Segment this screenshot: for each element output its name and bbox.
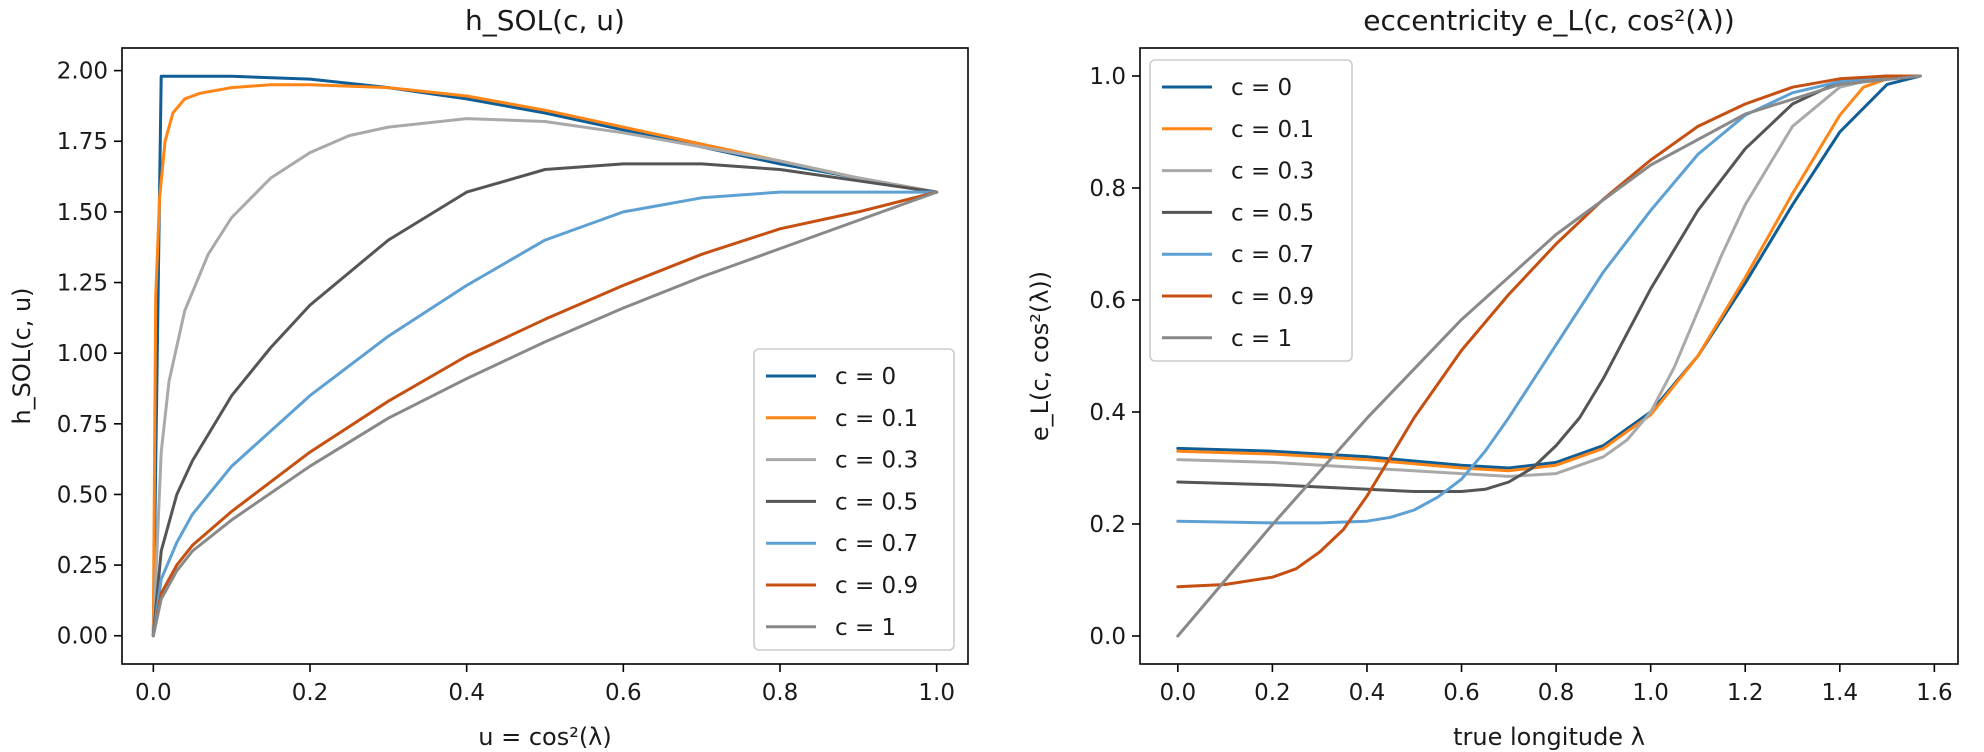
chart-title: h_SOL(c, u): [465, 4, 625, 37]
legend-label: c = 0.7: [835, 531, 918, 557]
y-axis-label: h_SOL(c, u): [8, 287, 36, 424]
chart-title: eccentricity e_L(c, cos²(λ)): [1363, 4, 1735, 37]
legend-label: c = 1: [1231, 326, 1292, 352]
x-tick-label: 0.2: [1254, 680, 1291, 706]
series-line-c-0-3: [151, 117, 939, 638]
plot-area-frame: [121, 47, 969, 665]
series-line-c-0-3: [1176, 74, 1922, 478]
series-line-c-0-7: [151, 190, 939, 638]
y-tick-label: 0.00: [57, 624, 108, 650]
legend-label: c = 0.3: [835, 448, 918, 474]
y-tick-label: 1.50: [57, 200, 108, 226]
series-line-c-1: [151, 190, 939, 638]
legend-box: [1149, 59, 1353, 362]
series-line-c-0-7: [1176, 74, 1922, 525]
legend-label: c = 0.9: [1231, 284, 1314, 310]
y-tick-label: 0.75: [57, 412, 108, 438]
series-line-c-0-1: [151, 83, 939, 638]
series-line-c-0-9: [1176, 74, 1922, 589]
x-tick-label: 1.0: [918, 680, 955, 706]
x-tick-label: 0.0: [135, 680, 172, 706]
legend-label: c = 0.1: [835, 406, 918, 432]
x-tick-label: 0.8: [762, 680, 799, 706]
legend-label: c = 0.5: [835, 489, 918, 515]
plot-area-frame: [1139, 47, 1959, 665]
y-axis-label: e_L(c, cos²(λ)): [1026, 271, 1054, 441]
legend-label: c = 0.9: [835, 573, 918, 599]
x-tick-label: 0.6: [1443, 680, 1480, 706]
legend-label: c = 0: [835, 364, 896, 390]
y-tick-label: 0.8: [1089, 176, 1126, 202]
legend: c = 0 c = 0.1 c = 0.3 c = 0.5 c = 0.7 c = 0.9…: [753, 348, 955, 651]
x-tick-label: 1.0: [1632, 680, 1669, 706]
x-axis-label: u = cos²(λ): [478, 723, 612, 751]
series-line-c-0-5: [1176, 74, 1922, 493]
x-tick-label: 1.6: [1916, 680, 1953, 706]
x-tick-label: 0.8: [1538, 680, 1575, 706]
series-line-c-0: [151, 74, 939, 638]
y-tick-label: 0.50: [57, 482, 108, 508]
legend: c = 0 c = 0.1 c = 0.3 c = 0.5 c = 0.7 c = 0.9…: [1149, 59, 1353, 362]
x-tick-label: 1.2: [1727, 680, 1764, 706]
series-line-c-1: [1176, 74, 1922, 638]
y-tick-label: 0.6: [1089, 288, 1126, 314]
series-line-c-0: [1176, 74, 1922, 470]
y-tick-label: 1.00: [57, 341, 108, 367]
x-tick-label: 0.4: [448, 680, 485, 706]
y-tick-label: 0.4: [1089, 400, 1126, 426]
legend-label: c = 0.5: [1231, 200, 1314, 226]
x-tick-label: 0.2: [292, 680, 329, 706]
chart-left: 0.0 0.2 0.4 0.6 0.8 1.0 0.00 0.25 0.50 0.75 1.00 1.…: [8, 4, 969, 751]
x-tick-label: 0.6: [605, 680, 642, 706]
chart-right: 0.0 0.2 0.4 0.6 0.8 1.0 1.2 1.4 1.6 0.0 0.2 0.4 0.6 0…: [1026, 4, 1959, 751]
y-tick-label: 0.0: [1089, 624, 1126, 650]
y-tick-label: 1.0: [1089, 64, 1126, 90]
y-tick-label: 0.25: [57, 553, 108, 579]
legend-box: [753, 348, 955, 651]
y-tick-label: 1.75: [57, 129, 108, 155]
x-tick-label: 1.4: [1822, 680, 1859, 706]
x-tick-label: 0.4: [1349, 680, 1386, 706]
legend-label: c = 0.7: [1231, 242, 1314, 268]
y-tick-label: 0.2: [1089, 512, 1126, 538]
series-line-c-0-5: [151, 162, 939, 638]
x-tick-label: 0.0: [1160, 680, 1197, 706]
y-tick-label: 2.00: [57, 59, 108, 85]
legend-label: c = 1: [835, 615, 896, 641]
legend-label: c = 0.3: [1231, 159, 1314, 185]
legend-label: c = 0.1: [1231, 117, 1314, 143]
x-axis-label: true longitude λ: [1453, 723, 1645, 751]
legend-label: c = 0: [1231, 75, 1292, 101]
series-line-c-0-1: [1176, 74, 1922, 473]
y-tick-label: 1.25: [57, 271, 108, 297]
series-line-c-0-9: [151, 190, 939, 638]
